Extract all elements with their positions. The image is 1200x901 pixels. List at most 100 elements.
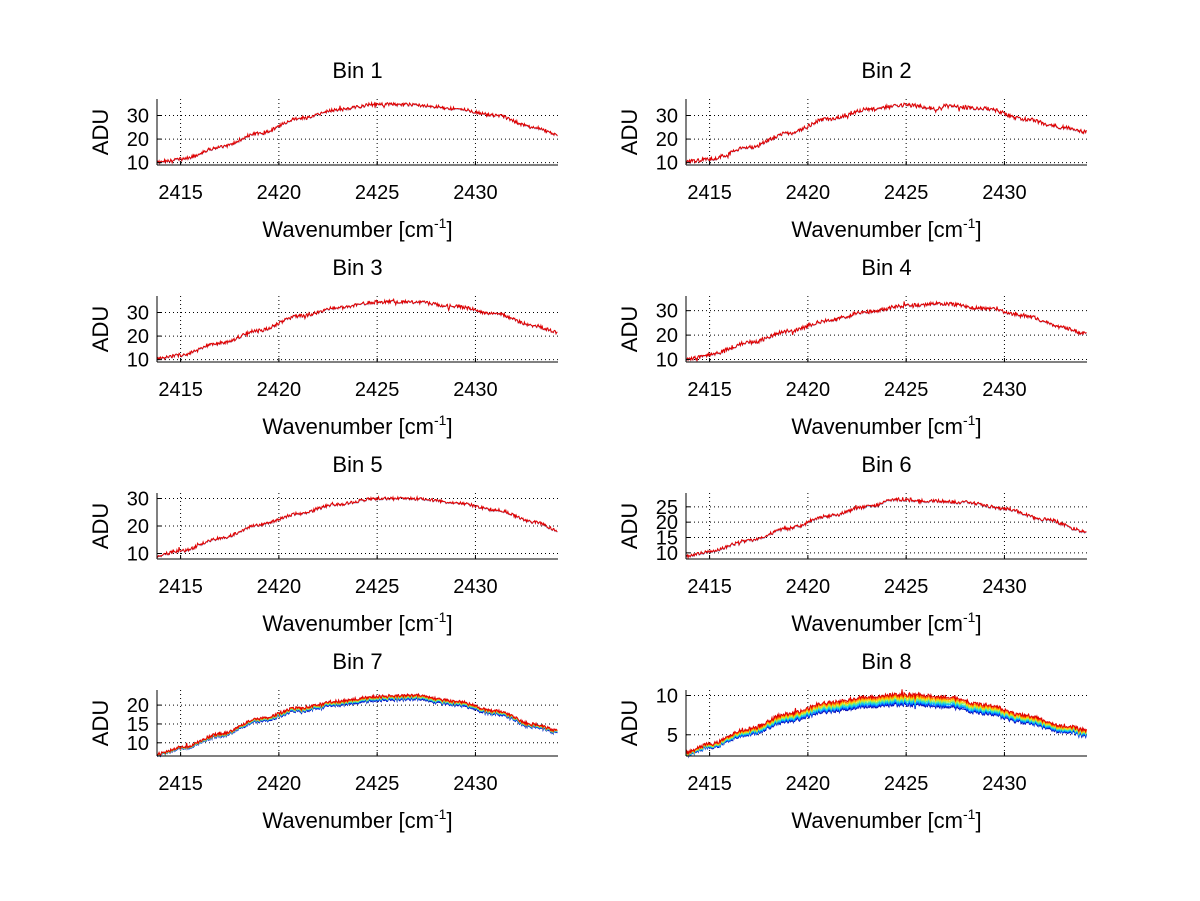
series-line [685, 699, 1087, 759]
y-tick-label: 15 [127, 714, 149, 736]
x-tick-label: 2430 [453, 182, 498, 204]
y-tick-label: 10 [127, 350, 149, 372]
series-line [685, 300, 1087, 362]
series-line [685, 697, 1087, 757]
subplot-title: Bin 5 [332, 452, 382, 477]
x-tick-label: 2430 [453, 379, 498, 401]
x-tick-label: 2415 [158, 576, 203, 598]
x-tick-label: 2425 [884, 773, 929, 795]
x-tick-label: 2420 [257, 576, 302, 598]
y-tick-label: 30 [656, 106, 678, 128]
y-tick-label: 15 [656, 528, 678, 550]
y-axis-label: ADU [617, 109, 642, 155]
y-tick-label: 20 [127, 516, 149, 538]
x-tick-label: 2415 [687, 379, 732, 401]
y-tick-label: 20 [656, 129, 678, 151]
x-axis-label: Wavenumber [cm-1] [262, 412, 452, 439]
x-tick-label: 2420 [786, 773, 831, 795]
x-tick-label: 2420 [257, 379, 302, 401]
x-tick-label: 2430 [982, 379, 1027, 401]
series-line [156, 297, 558, 361]
y-axis-label: ADU [88, 306, 113, 352]
subplot-title: Bin 2 [861, 58, 911, 83]
x-tick-label: 2425 [884, 379, 929, 401]
x-tick-label: 2415 [687, 182, 732, 204]
series-line [685, 692, 1087, 757]
x-tick-label: 2420 [257, 182, 302, 204]
y-tick-label: 20 [127, 326, 149, 348]
series-line [156, 692, 558, 756]
y-tick-label: 10 [656, 686, 678, 708]
x-tick-label: 2425 [355, 182, 400, 204]
subplot-title: Bin 1 [332, 58, 382, 83]
x-tick-label: 2430 [453, 773, 498, 795]
y-tick-label: 20 [127, 695, 149, 717]
x-tick-label: 2415 [158, 379, 203, 401]
x-axis-label: Wavenumber [cm-1] [791, 806, 981, 833]
subplot-title: Bin 4 [861, 255, 911, 280]
y-tick-label: 20 [656, 325, 678, 347]
series-line [685, 496, 1087, 560]
x-axis-label: Wavenumber [cm-1] [262, 215, 452, 242]
x-axis-label: Wavenumber [cm-1] [262, 806, 452, 833]
x-tick-label: 2415 [158, 773, 203, 795]
y-tick-label: 10 [127, 544, 149, 566]
y-tick-label: 25 [656, 497, 678, 519]
x-axis-label: Wavenumber [cm-1] [791, 215, 981, 242]
y-tick-label: 30 [127, 489, 149, 511]
x-tick-label: 2415 [687, 576, 732, 598]
y-axis-label: ADU [617, 306, 642, 352]
subplot-title: Bin 6 [861, 452, 911, 477]
x-tick-label: 2425 [884, 182, 929, 204]
y-axis-label: ADU [617, 503, 642, 549]
x-tick-label: 2415 [687, 773, 732, 795]
x-tick-label: 2415 [158, 182, 203, 204]
series-line [685, 690, 1087, 757]
x-axis-label: Wavenumber [cm-1] [791, 609, 981, 636]
y-axis-label: ADU [617, 700, 642, 746]
y-axis-label: ADU [88, 700, 113, 746]
x-axis-label: Wavenumber [cm-1] [262, 609, 452, 636]
series-line [156, 495, 558, 558]
series-line [685, 696, 1087, 758]
x-axis-label: Wavenumber [cm-1] [791, 412, 981, 439]
subplot-title: Bin 8 [861, 649, 911, 674]
y-tick-label: 30 [127, 303, 149, 325]
x-tick-label: 2420 [786, 379, 831, 401]
x-tick-label: 2430 [982, 182, 1027, 204]
y-axis-label: ADU [88, 109, 113, 155]
y-tick-label: 20 [656, 512, 678, 534]
x-tick-label: 2425 [355, 379, 400, 401]
subplot-title: Bin 3 [332, 255, 382, 280]
x-tick-label: 2430 [453, 576, 498, 598]
y-tick-label: 30 [127, 106, 149, 128]
y-tick-label: 30 [656, 301, 678, 323]
series-line [685, 102, 1087, 165]
y-axis-label: ADU [88, 503, 113, 549]
x-tick-label: 2430 [982, 576, 1027, 598]
subplot-bin-5: Bin 5 2415 2420 2425 2430 10 20 30 Wavenumber [c… [88, 452, 558, 636]
subplot-title: Bin 7 [332, 649, 382, 674]
x-tick-label: 2425 [355, 576, 400, 598]
y-tick-label: 10 [656, 543, 678, 565]
series-line [156, 100, 558, 165]
x-tick-label: 2420 [257, 773, 302, 795]
y-tick-label: 5 [667, 725, 678, 747]
x-tick-label: 2420 [786, 182, 831, 204]
x-tick-label: 2425 [884, 576, 929, 598]
x-tick-label: 2430 [982, 773, 1027, 795]
subplot-bin-8: Bin 8 2415 2420 2425 2430 5 10 Wavenumber [cm-1… [617, 649, 1087, 833]
series-line [685, 695, 1087, 758]
y-tick-label: 10 [127, 733, 149, 755]
x-tick-label: 2425 [355, 773, 400, 795]
series-line [685, 689, 1087, 755]
y-tick-label: 10 [656, 350, 678, 372]
